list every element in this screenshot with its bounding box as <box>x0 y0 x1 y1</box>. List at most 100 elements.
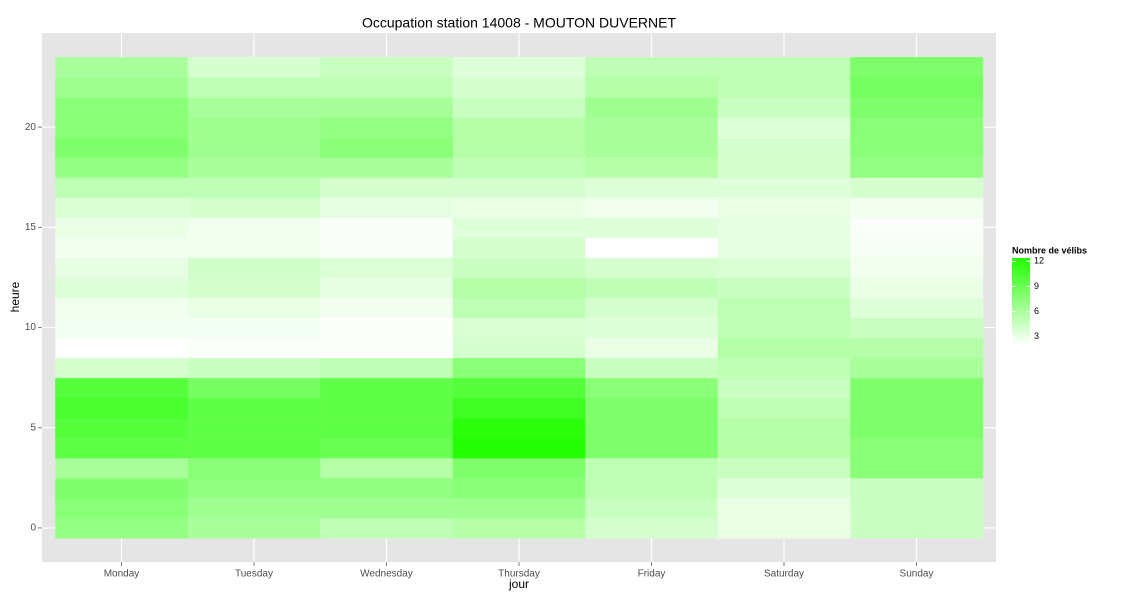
tile <box>585 417 719 439</box>
tile <box>850 337 984 359</box>
tile <box>452 77 586 98</box>
tile <box>55 437 189 459</box>
tile <box>55 177 189 198</box>
tile <box>717 417 851 439</box>
tile <box>850 297 984 319</box>
tile <box>320 157 454 178</box>
tile <box>585 217 719 238</box>
tile <box>717 197 851 218</box>
tile <box>187 397 321 419</box>
tile <box>850 257 984 278</box>
tile <box>850 97 984 118</box>
tile <box>452 357 586 379</box>
tile <box>320 377 454 399</box>
tile <box>452 477 586 499</box>
tile <box>320 397 454 419</box>
tile <box>452 237 586 258</box>
tile <box>452 157 586 178</box>
tile <box>187 357 321 379</box>
y-tick-label: 5 <box>30 422 36 433</box>
tile <box>55 477 189 499</box>
tile <box>55 517 189 539</box>
tile <box>320 297 454 319</box>
x-tick-label: Thursday <box>498 569 540 580</box>
tile <box>585 117 719 138</box>
tile <box>320 217 454 238</box>
x-axis-label: jour <box>508 577 529 591</box>
tile <box>850 497 984 519</box>
tile <box>850 417 984 439</box>
legend-tick-label: 3 <box>1034 331 1039 341</box>
tile <box>452 297 586 319</box>
y-tick-label: 15 <box>25 222 37 233</box>
tile <box>55 377 189 399</box>
tile <box>717 137 851 158</box>
tile <box>187 237 321 258</box>
tile <box>55 157 189 178</box>
tile <box>717 477 851 499</box>
tile <box>187 57 321 78</box>
tile <box>452 137 586 158</box>
tile <box>187 177 321 198</box>
tile <box>187 197 321 218</box>
tile <box>320 437 454 459</box>
tile <box>850 57 984 78</box>
tile <box>55 337 189 359</box>
tile <box>187 257 321 278</box>
tile <box>717 457 851 479</box>
tile <box>187 417 321 439</box>
tile <box>717 397 851 419</box>
tile <box>187 317 321 339</box>
x-tick-label: Tuesday <box>235 569 273 580</box>
y-tick-label: 20 <box>25 122 37 133</box>
tile <box>55 257 189 278</box>
tile <box>585 457 719 479</box>
tile <box>585 377 719 399</box>
tile <box>55 77 189 98</box>
tile <box>187 377 321 399</box>
tile <box>585 337 719 359</box>
tile <box>187 517 321 539</box>
legend-tick-label: 9 <box>1034 281 1039 291</box>
tile <box>585 197 719 218</box>
tile <box>187 217 321 238</box>
tile <box>55 357 189 379</box>
tile <box>452 337 586 359</box>
tile <box>585 317 719 339</box>
tile <box>320 137 454 158</box>
tile <box>320 97 454 118</box>
tile <box>320 517 454 539</box>
tile <box>850 197 984 218</box>
tile <box>585 177 719 198</box>
tile <box>585 277 719 298</box>
tile <box>717 297 851 319</box>
tile <box>850 437 984 459</box>
legend-colorbar <box>1012 258 1030 345</box>
tile <box>585 397 719 419</box>
tile <box>452 497 586 519</box>
tile <box>717 77 851 98</box>
tile <box>585 297 719 319</box>
tile <box>717 437 851 459</box>
tile <box>717 377 851 399</box>
tile <box>55 237 189 258</box>
tile <box>585 497 719 519</box>
tile <box>320 197 454 218</box>
tile <box>452 457 586 479</box>
legend-tick-label: 6 <box>1034 306 1039 316</box>
tile <box>452 437 586 459</box>
tile <box>320 77 454 98</box>
x-tick-label: Saturday <box>764 569 804 580</box>
tile <box>717 357 851 379</box>
tile <box>187 297 321 319</box>
x-tick-label: Sunday <box>900 569 934 580</box>
tile <box>187 77 321 98</box>
tile <box>452 97 586 118</box>
tile <box>585 97 719 118</box>
tile <box>452 417 586 439</box>
tile <box>452 117 586 138</box>
tile <box>452 317 586 339</box>
tile <box>320 177 454 198</box>
tile <box>320 277 454 298</box>
tile <box>452 197 586 218</box>
